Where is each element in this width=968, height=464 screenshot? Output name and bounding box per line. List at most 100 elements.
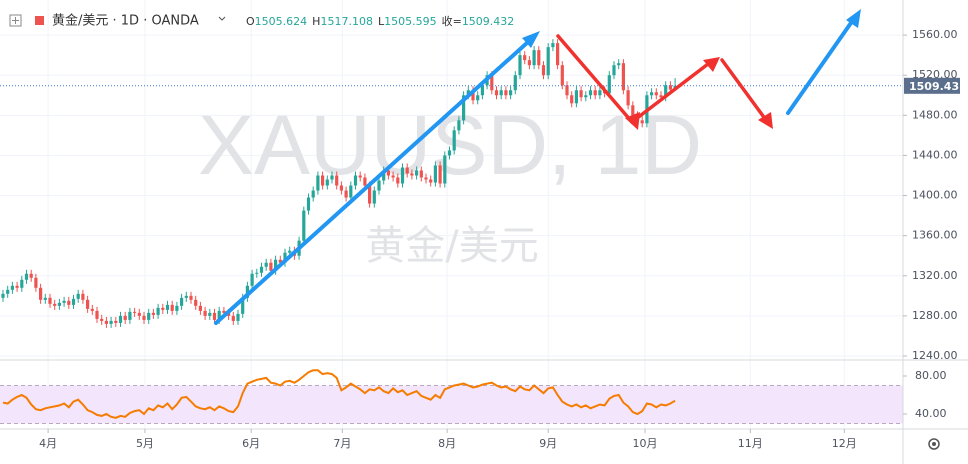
ohlc-legend: O1505.624 H1517.108 L1505.595 收=1509.432 [246,14,514,28]
candle-body [53,303,57,306]
candle-body [509,90,513,96]
candle-body [142,315,146,320]
arrow-head [846,9,861,28]
expand-icon[interactable] [9,14,22,27]
close-value: 1509.432 [462,15,515,28]
candle-body [114,320,118,323]
marks [0,39,903,419]
settings-icon[interactable] [928,438,940,450]
settings-icon-center [932,442,936,446]
candle-body [551,43,555,48]
watermark-name: 黄金/美元 [365,223,538,269]
rsi-line [2,369,676,419]
open-label: O [246,15,255,28]
candle-body [306,197,311,211]
y-tick-label: 1320.00 [912,269,958,282]
candle-body [659,95,663,98]
candle-body [579,90,583,98]
candle-body [278,259,282,263]
x-tick-label: 11月 [738,437,763,450]
candle-body [29,273,33,278]
candle-body [382,170,386,181]
candle-body [170,304,174,311]
candle-body [302,210,306,241]
candle-body [109,320,113,324]
candle-body [241,297,245,314]
candle-body [24,273,29,280]
candle-body [410,173,414,176]
candle-body [128,311,132,320]
candle-body [198,305,203,311]
candle-body [34,277,38,288]
candle-body [194,299,198,306]
x-tick-label: 4月 [39,437,57,450]
candle-body [504,90,508,96]
candle-body [574,90,579,104]
candle-body [250,273,254,286]
candle-body [640,120,644,124]
arrow-head [625,112,640,130]
grid [0,0,903,429]
candle-body [368,185,372,204]
candle-body [132,311,137,313]
candle-body [584,95,588,98]
candle-body [6,289,10,294]
candle-body [607,75,611,94]
candle-body [593,90,597,96]
candle-body [400,167,405,184]
candle-body [156,307,160,315]
open-value: 1505.624 [255,15,308,28]
candle-body [118,315,123,323]
candle-body [471,90,475,101]
arrow-head [758,112,773,129]
candle-body [433,165,438,183]
candle-body [283,252,287,263]
candle-body [71,298,76,305]
candle-body [165,304,170,310]
candle-body [325,179,329,186]
expand-plus [12,17,19,24]
y-tick-label: 1400.00 [912,189,958,202]
candle-body [457,120,461,131]
candle-body [316,175,320,191]
candle-body [480,85,485,96]
candle-body [513,75,517,91]
candle-body [90,308,94,311]
candle-body [85,299,90,309]
candle-body [208,312,212,316]
close-label: 收= [442,14,462,28]
candle-body [617,63,621,66]
candle-body [175,305,179,311]
candle-body [255,272,259,274]
candle-body [100,318,104,321]
trend-arrow [214,40,530,325]
high-value: 1517.108 [320,15,373,28]
annotations [214,9,861,325]
candle-body [664,85,668,98]
y-tick-label: 1480.00 [912,108,958,121]
candle-body [269,262,273,271]
arrow-head [522,31,540,48]
candle-body [438,165,442,184]
axes: 1240.00 1280.00 1320.00 1360.00 1400.00 1440.… [39,28,967,450]
candle-body [415,170,419,176]
candle-body [612,65,616,76]
candle-body [311,190,315,198]
dropdown-icon[interactable] [218,16,226,21]
candle-body [217,310,221,320]
y-tick-label: 1360.00 [912,229,958,242]
candle-body [396,177,400,184]
candle-body [372,190,376,204]
x-tick-label: 9月 [539,437,557,450]
candle-body [48,297,52,304]
candle-body [151,312,155,315]
candle-body [104,320,108,324]
candle-body [344,190,348,198]
candle-body [137,312,141,316]
candle-body [1,293,5,298]
zigzag-arrow [720,58,768,122]
candle-body [321,175,325,186]
candle-body [588,90,593,96]
candle-body [476,95,480,101]
